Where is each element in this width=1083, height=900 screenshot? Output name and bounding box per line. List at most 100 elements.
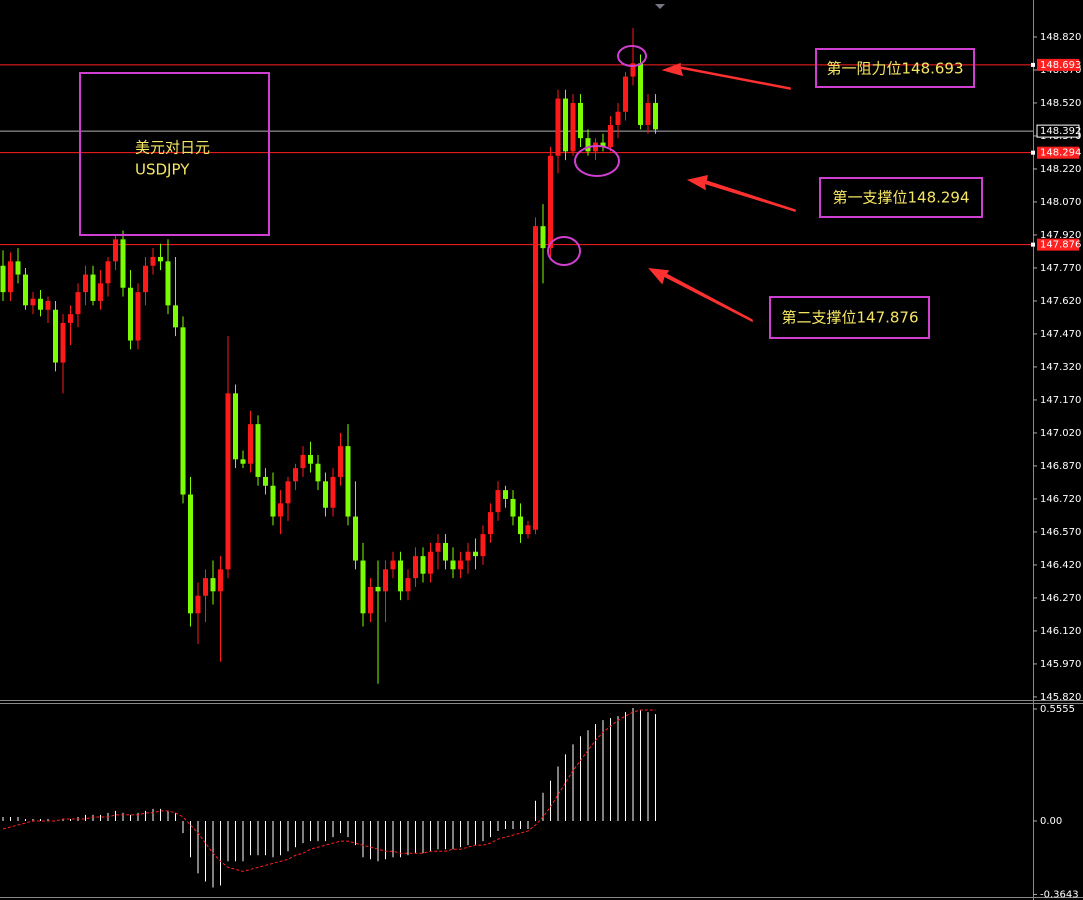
candle-body <box>53 309 58 363</box>
candle-body <box>458 560 463 570</box>
candle-body <box>308 454 313 464</box>
candle-body <box>645 102 651 125</box>
candle-body <box>375 586 381 592</box>
candle-body <box>608 124 613 147</box>
candle-body <box>495 490 501 513</box>
candle-body <box>255 424 261 477</box>
current-price-label: 148.392 <box>1040 126 1081 137</box>
y-tick-label: 147.020 <box>1040 428 1081 439</box>
candle-body <box>510 498 516 517</box>
candle-body <box>353 516 358 561</box>
y-tick-label: 148.220 <box>1040 164 1081 175</box>
candle-body <box>368 586 373 614</box>
level-label-bg <box>1037 238 1079 251</box>
candle-body <box>525 525 531 535</box>
candle-body <box>585 138 591 152</box>
callout-text: 第一支撑位148.294 <box>832 189 969 207</box>
candle-body <box>570 102 576 152</box>
level-marker <box>1031 150 1035 155</box>
y-tick-label: 147.620 <box>1040 296 1081 307</box>
candle-body <box>180 327 186 495</box>
candle-body <box>8 261 13 293</box>
candle-body <box>383 569 388 592</box>
candle-body <box>38 298 43 310</box>
callout-text: 第一阻力位148.693 <box>826 60 963 78</box>
candle-body <box>263 476 268 486</box>
candle-body <box>45 300 51 310</box>
candle-body <box>615 111 621 125</box>
candle-body <box>158 256 163 262</box>
y-tick-label: 147.470 <box>1040 329 1081 340</box>
candle-body <box>173 305 178 328</box>
candle-body <box>360 560 366 614</box>
candle-body <box>623 76 628 112</box>
candle-body <box>518 516 523 535</box>
pair-symbol: USDJPY <box>135 161 190 179</box>
candle-body <box>428 551 433 574</box>
candle-body <box>0 265 6 293</box>
candle-body <box>195 595 201 614</box>
y-tick-label: 146.420 <box>1040 560 1081 571</box>
callout-box <box>819 177 983 218</box>
candle-body <box>578 102 583 139</box>
y-tick-label: 0.5555 <box>1040 704 1075 715</box>
y-tick-label: 146.720 <box>1040 494 1081 505</box>
candle-body <box>443 542 448 561</box>
candle-body <box>143 265 148 293</box>
pair-name: 美元对日元 <box>135 139 210 157</box>
level-marker <box>1031 242 1035 247</box>
candle-body <box>413 556 418 579</box>
candle-body <box>330 476 336 508</box>
candle-body <box>533 226 538 530</box>
candle-body <box>233 393 238 460</box>
y-tick-label: 146.570 <box>1040 527 1081 538</box>
candle-body <box>23 274 28 306</box>
callout-box <box>769 296 930 339</box>
candle-body <box>435 542 441 552</box>
y-tick-label: 0.00 <box>1040 816 1062 827</box>
candle-body <box>128 287 133 341</box>
candle-body <box>270 485 276 517</box>
current-price-bg <box>1036 124 1080 138</box>
candle-body <box>405 578 411 592</box>
candle-body <box>83 274 88 293</box>
candle-body <box>248 424 253 464</box>
candle-body <box>218 569 223 592</box>
candle-body <box>323 481 328 508</box>
arrow <box>661 62 791 90</box>
candle-body <box>315 463 321 482</box>
candle-body <box>420 556 426 574</box>
candle-body <box>120 239 126 288</box>
candle-body <box>98 283 103 301</box>
y-tick-label: 148.070 <box>1040 197 1081 208</box>
shift-marker <box>655 4 665 9</box>
level-label: 147.876 <box>1040 240 1081 251</box>
candle-body <box>105 261 111 284</box>
pair-box <box>79 72 270 236</box>
callout-text: 第二支撑位147.876 <box>781 309 918 327</box>
highlight-circle <box>574 145 620 177</box>
signal-line <box>2 709 656 872</box>
y-tick-label: 147.170 <box>1040 395 1081 406</box>
highlight-circle <box>547 236 581 266</box>
level-marker <box>1031 62 1035 67</box>
candle-body <box>278 503 283 517</box>
candle-body <box>345 446 351 517</box>
candle-body <box>135 292 141 341</box>
candle-body <box>398 560 403 592</box>
callout-box <box>815 48 975 88</box>
candle-body <box>465 551 471 561</box>
level-label: 148.294 <box>1040 148 1081 159</box>
level-label-bg <box>1037 58 1079 71</box>
y-tick-label: 147.770 <box>1040 263 1081 274</box>
marks: 148.820148.670148.520148.370148.220148.0… <box>0 28 1081 900</box>
y-tick-label: -0.3643 <box>1040 889 1079 900</box>
level-label-bg <box>1037 146 1079 159</box>
candle-body <box>225 393 231 570</box>
y-tick-label: 146.120 <box>1040 626 1081 637</box>
candle-body <box>630 63 636 77</box>
candle-body <box>285 481 291 504</box>
candle-body <box>473 551 478 557</box>
candle-body <box>150 256 156 266</box>
